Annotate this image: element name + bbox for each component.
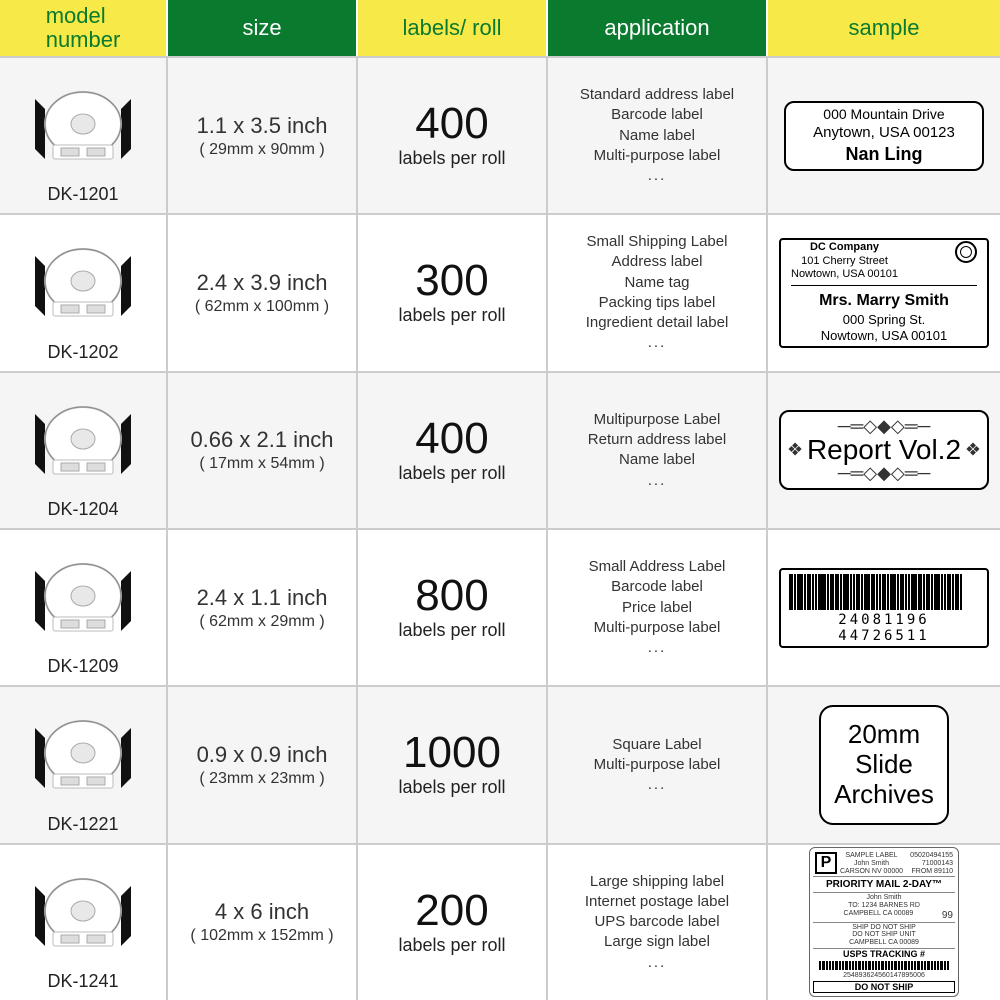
cell-size: 2.4 x 1.1 inch ( 62mm x 29mm ) <box>168 530 358 685</box>
labels-count: 400 <box>415 417 488 461</box>
seal-icon <box>955 241 977 263</box>
cell-labels: 200 labels per roll <box>358 845 548 1000</box>
cell-size: 0.66 x 2.1 inch ( 17mm x 54mm ) <box>168 373 358 528</box>
table-body: DK-1201 1.1 x 3.5 inch ( 29mm x 90mm ) 4… <box>0 56 1000 1000</box>
application-list: Large shipping labelInternet postage lab… <box>585 872 729 973</box>
size-mm: ( 29mm x 90mm ) <box>199 141 324 159</box>
cell-application: Multipurpose LabelReturn address labelNa… <box>548 373 768 528</box>
header-application: application <box>548 0 768 56</box>
size-mm: ( 102mm x 152mm ) <box>190 927 333 945</box>
application-list: Multipurpose LabelReturn address labelNa… <box>588 410 726 491</box>
application-list: Small Shipping LabelAddress labelName ta… <box>586 232 729 354</box>
table-row: DK-1201 1.1 x 3.5 inch ( 29mm x 90mm ) 4… <box>0 56 1000 213</box>
model-number: DK-1221 <box>47 814 118 837</box>
cell-application: Small Address LabelBarcode labelPrice la… <box>548 530 768 685</box>
application-list: Standard address labelBarcode labelName … <box>580 85 734 186</box>
cell-model: DK-1209 <box>0 530 168 685</box>
model-number: DK-1202 <box>47 342 118 365</box>
labels-suffix: labels per roll <box>398 305 505 326</box>
cell-model: DK-1204 <box>0 373 168 528</box>
cell-model: DK-1202 <box>0 215 168 370</box>
cell-size: 1.1 x 3.5 inch ( 29mm x 90mm ) <box>168 58 358 213</box>
sample-barcode: 24081196 44726511 <box>779 568 989 648</box>
size-inches: 0.9 x 0.9 inch <box>197 742 328 768</box>
header-sample: sample <box>768 0 1000 56</box>
cell-labels: 300 labels per roll <box>358 215 548 370</box>
model-number: DK-1241 <box>47 971 118 994</box>
cell-application: Large shipping labelInternet postage lab… <box>548 845 768 1000</box>
size-mm: ( 62mm x 29mm ) <box>199 613 324 631</box>
table-row: DK-1202 2.4 x 3.9 inch ( 62mm x 100mm ) … <box>0 213 1000 370</box>
cell-labels: 1000 labels per roll <box>358 687 548 842</box>
cell-sample: ─═◇◆◇═─ ❖ Report Vol.2 ❖ ─═◇◆◇═─ <box>768 373 1000 528</box>
cell-labels: 400 labels per roll <box>358 373 548 528</box>
label-roll-icon <box>23 79 143 169</box>
cell-application: Small Shipping LabelAddress labelName ta… <box>548 215 768 370</box>
size-inches: 4 x 6 inch <box>215 899 309 925</box>
cell-size: 4 x 6 inch ( 102mm x 152mm ) <box>168 845 358 1000</box>
size-inches: 0.66 x 2.1 inch <box>190 427 333 453</box>
label-roll-icon <box>23 551 143 641</box>
header-model: model number <box>0 0 168 56</box>
label-roll-icon <box>23 236 143 326</box>
size-mm: ( 62mm x 100mm ) <box>195 298 329 316</box>
table-row: DK-1204 0.66 x 2.1 inch ( 17mm x 54mm ) … <box>0 371 1000 528</box>
table-header: model number size labels/ roll applicati… <box>0 0 1000 56</box>
labels-count: 300 <box>415 259 488 303</box>
size-inches: 2.4 x 3.9 inch <box>197 270 328 296</box>
cell-model: DK-1241 <box>0 845 168 1000</box>
table-row: DK-1209 2.4 x 1.1 inch ( 62mm x 29mm ) 8… <box>0 528 1000 685</box>
cell-application: Standard address labelBarcode labelName … <box>548 58 768 213</box>
cell-size: 2.4 x 3.9 inch ( 62mm x 100mm ) <box>168 215 358 370</box>
cell-sample: 20mmSlideArchives <box>768 687 1000 842</box>
sample-report: ─═◇◆◇═─ ❖ Report Vol.2 ❖ ─═◇◆◇═─ <box>779 410 989 490</box>
cell-sample: DC Company101 Cherry StreetNowtown, USA … <box>768 215 1000 370</box>
sample-usps: P SAMPLE LABELJohn SmithCARSON NV 00000 … <box>809 847 959 997</box>
size-mm: ( 23mm x 23mm ) <box>199 770 324 788</box>
labels-suffix: labels per roll <box>398 777 505 798</box>
application-list: Small Address LabelBarcode labelPrice la… <box>589 557 726 658</box>
label-comparison-table: model number size labels/ roll applicati… <box>0 0 1000 1000</box>
labels-count: 400 <box>415 102 488 146</box>
size-mm: ( 17mm x 54mm ) <box>199 455 324 473</box>
header-labels: labels/ roll <box>358 0 548 56</box>
labels-suffix: labels per roll <box>398 935 505 956</box>
labels-count: 200 <box>415 889 488 933</box>
label-roll-icon <box>23 394 143 484</box>
cell-application: Square LabelMulti-purpose label... <box>548 687 768 842</box>
labels-suffix: labels per roll <box>398 620 505 641</box>
header-size: size <box>168 0 358 56</box>
cell-model: DK-1221 <box>0 687 168 842</box>
sample-address: 000 Mountain Drive Anytown, USA 00123 Na… <box>784 101 984 171</box>
cell-size: 0.9 x 0.9 inch ( 23mm x 23mm ) <box>168 687 358 842</box>
labels-count: 1000 <box>403 731 501 775</box>
size-inches: 2.4 x 1.1 inch <box>197 585 328 611</box>
model-number: DK-1209 <box>47 656 118 679</box>
size-inches: 1.1 x 3.5 inch <box>197 113 328 139</box>
cell-model: DK-1201 <box>0 58 168 213</box>
model-number: DK-1201 <box>47 184 118 207</box>
labels-count: 800 <box>415 574 488 618</box>
labels-suffix: labels per roll <box>398 148 505 169</box>
table-row: DK-1221 0.9 x 0.9 inch ( 23mm x 23mm ) 1… <box>0 685 1000 842</box>
cell-labels: 800 labels per roll <box>358 530 548 685</box>
label-roll-icon <box>23 866 143 956</box>
labels-suffix: labels per roll <box>398 463 505 484</box>
label-roll-icon <box>23 708 143 798</box>
cell-sample: P SAMPLE LABELJohn SmithCARSON NV 00000 … <box>768 845 1000 1000</box>
sample-square: 20mmSlideArchives <box>819 705 949 825</box>
cell-sample: 24081196 44726511 <box>768 530 1000 685</box>
table-row: DK-1241 4 x 6 inch ( 102mm x 152mm ) 200… <box>0 843 1000 1000</box>
application-list: Square LabelMulti-purpose label... <box>594 735 721 796</box>
model-number: DK-1204 <box>47 499 118 522</box>
cell-sample: 000 Mountain Drive Anytown, USA 00123 Na… <box>768 58 1000 213</box>
cell-labels: 400 labels per roll <box>358 58 548 213</box>
sample-shipping: DC Company101 Cherry StreetNowtown, USA … <box>779 238 989 348</box>
